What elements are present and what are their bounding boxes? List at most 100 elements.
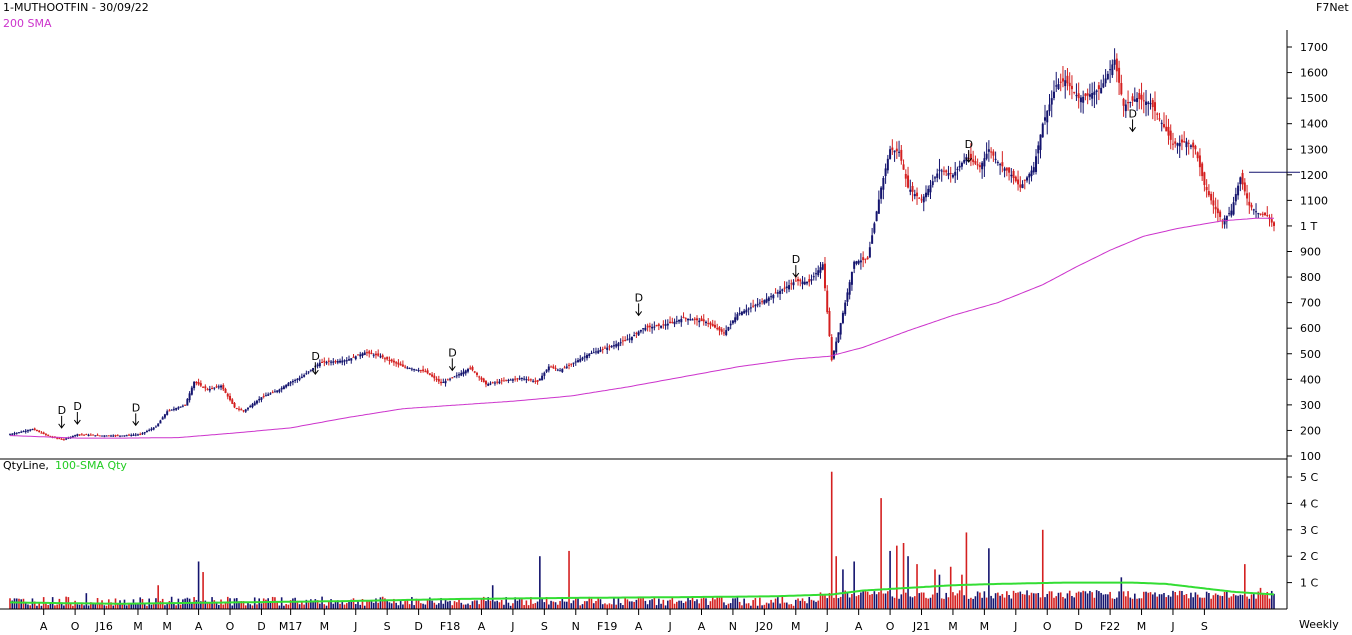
candle-body <box>276 390 279 393</box>
candle-body <box>763 300 766 304</box>
candle-body <box>669 321 672 324</box>
candle-body <box>269 393 272 395</box>
time-tick-label: A <box>635 620 643 633</box>
volume-bar <box>512 603 514 609</box>
candle-body <box>410 368 413 370</box>
volume-bar <box>913 596 916 609</box>
price-tick-label: 1100 <box>1300 194 1328 207</box>
volume-bar <box>1190 592 1192 609</box>
candle-body <box>1241 173 1244 185</box>
candle-body <box>601 348 604 350</box>
candle-body <box>224 389 227 393</box>
candle-body <box>783 287 786 289</box>
volume-bar <box>38 603 40 609</box>
volume-bar <box>781 596 784 609</box>
candle-body <box>938 169 941 171</box>
chart-title: 1-MUTHOOTFIN - 30/09/22 <box>3 1 149 14</box>
candle-body <box>1077 93 1080 99</box>
volume-bar <box>1199 597 1201 609</box>
volume-bar <box>711 597 714 609</box>
candle-body <box>464 370 467 374</box>
candle-body <box>139 434 142 436</box>
volume-bar <box>478 604 481 609</box>
candle-body <box>722 332 725 334</box>
candle-body <box>711 323 714 327</box>
candle-body <box>1219 211 1222 217</box>
candle-body <box>893 150 896 153</box>
candle-body <box>199 383 202 386</box>
volume-bar <box>377 602 379 609</box>
volume-bar <box>889 550 891 609</box>
candle-body <box>830 337 833 361</box>
candle-body <box>190 387 193 395</box>
candle-body <box>808 279 811 283</box>
candle-body <box>1093 91 1096 95</box>
volume-bar <box>393 598 395 609</box>
candle-body <box>449 378 452 380</box>
volume-bar <box>637 597 640 609</box>
volume-bar <box>491 585 494 609</box>
volume-bar <box>94 604 97 609</box>
candle-body <box>1140 94 1143 100</box>
time-tick-label: O <box>71 620 80 633</box>
candle-body <box>1257 213 1260 215</box>
volume-bar <box>179 604 182 609</box>
candle-body <box>608 346 611 348</box>
volume-bar <box>301 601 303 609</box>
volume-bar <box>1066 593 1069 609</box>
candle-body <box>1154 102 1157 111</box>
candle-body <box>617 343 620 347</box>
volume-bar <box>658 598 660 609</box>
candle-body <box>693 318 696 320</box>
volume-bar <box>1140 598 1143 609</box>
volume-bar <box>36 605 38 609</box>
volume-bar <box>386 600 388 609</box>
candle-body <box>1176 143 1179 146</box>
candle-body <box>496 381 499 383</box>
price-tick-label: 1400 <box>1300 118 1328 131</box>
candle-body <box>568 364 571 366</box>
candle-body <box>26 430 29 432</box>
volume-bar <box>438 603 440 609</box>
volume-bar <box>336 600 339 609</box>
volume-bar <box>970 597 972 609</box>
volume-bar <box>581 604 584 609</box>
volume-bar <box>476 600 478 609</box>
volume-bar <box>1102 594 1105 609</box>
candle-body <box>374 353 377 356</box>
candle-body <box>698 320 701 323</box>
candle-body <box>22 431 25 433</box>
candle-body <box>1046 110 1049 123</box>
candle-body <box>1225 215 1228 222</box>
volume-bar <box>521 599 523 609</box>
volume-bar <box>698 603 701 609</box>
volume-bar <box>1169 596 1172 609</box>
volume-bar <box>440 597 442 609</box>
volume-bar <box>902 543 905 609</box>
time-tick-label: S <box>1201 620 1208 633</box>
volume-bar <box>420 603 422 609</box>
candle-body <box>1228 213 1231 215</box>
volume-bar <box>812 600 815 609</box>
candle-body <box>383 358 386 360</box>
volume-bar <box>992 598 995 609</box>
candle-body <box>819 267 822 273</box>
candle-body <box>1102 83 1105 88</box>
volume-bar <box>821 594 824 609</box>
candle-body <box>880 187 883 199</box>
volume-bar <box>842 569 844 609</box>
candle-body <box>408 368 411 370</box>
volume-bar <box>220 599 222 609</box>
volume-bar <box>112 605 115 609</box>
candle-body <box>453 376 456 378</box>
candle-body <box>823 263 826 289</box>
volume-bar <box>399 599 402 609</box>
candle-body <box>143 432 146 434</box>
candle-body <box>1248 201 1251 206</box>
candle-body <box>388 360 391 362</box>
candle-body <box>895 148 898 152</box>
volume-bar <box>1147 592 1150 609</box>
candle-body <box>399 363 402 366</box>
candle-body <box>666 323 669 326</box>
volume-bar <box>808 597 811 609</box>
